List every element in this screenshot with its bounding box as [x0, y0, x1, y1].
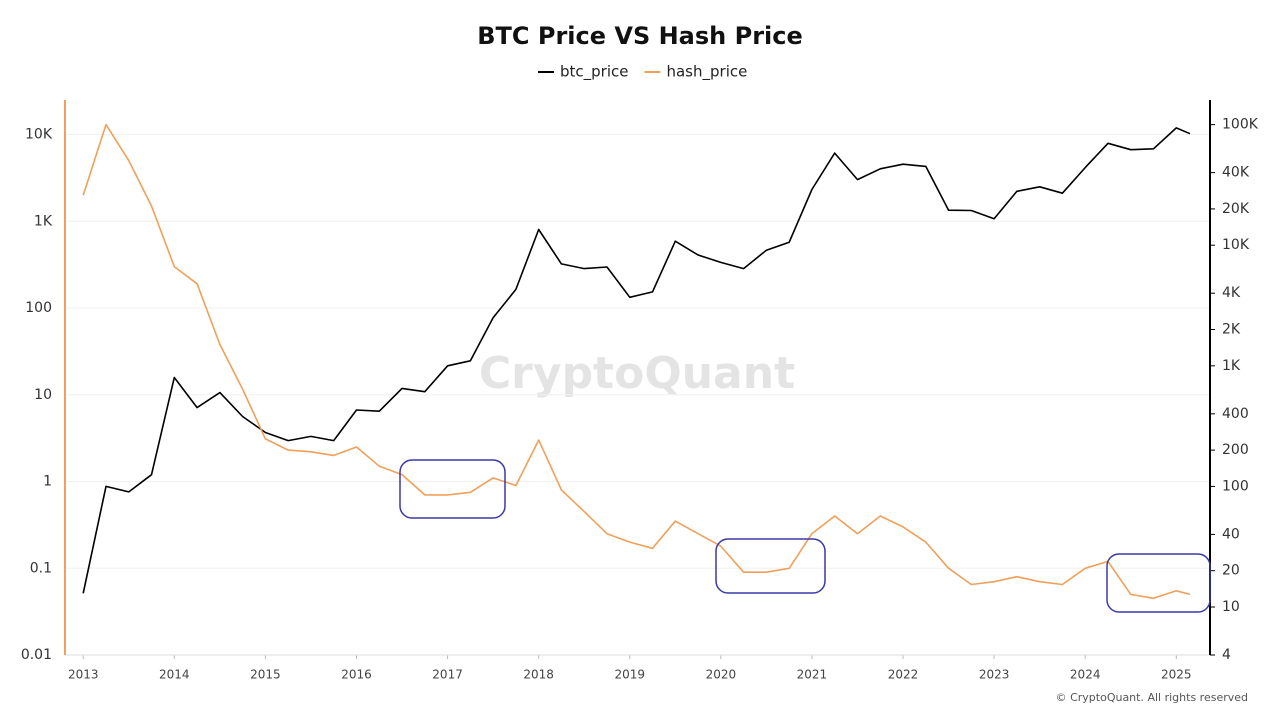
x-tick-label: 2014	[159, 668, 190, 682]
x-tick-label: 2016	[341, 668, 372, 682]
y-tick-label: 10K	[25, 127, 53, 143]
highlight-box	[715, 538, 826, 594]
highlight-boxes	[399, 459, 1211, 613]
y2-tick-label: 20K	[1222, 201, 1250, 217]
y2-tick-label: 10	[1222, 599, 1240, 615]
x-tick-label: 2025	[1161, 668, 1192, 682]
x-tick-label: 2020	[706, 668, 737, 682]
x-tick-label: 2023	[979, 668, 1010, 682]
x-tick-label: 2017	[432, 668, 463, 682]
legend-label: btc_price	[560, 63, 628, 82]
y2-tick-label: 400	[1222, 406, 1249, 422]
y2-tick-label: 40K	[1222, 165, 1250, 181]
x-tick-label: 2015	[250, 668, 281, 682]
y2-tick-label: 2K	[1222, 322, 1241, 338]
watermark: CryptoQuant	[479, 348, 795, 399]
x-tick-label: 2024	[1070, 668, 1101, 682]
footer: © CryptoQuant. All rights reserved	[1056, 691, 1248, 704]
y-tick-label: 10	[34, 387, 52, 403]
y2-tick-label: 40	[1222, 526, 1240, 542]
x-tick-label: 2018	[523, 668, 554, 682]
x-tick-label: 2022	[888, 668, 919, 682]
y-tick-label: 0.01	[21, 647, 52, 663]
y2-tick-label: 10K	[1222, 237, 1250, 253]
y-tick-label: 100	[25, 300, 52, 316]
series-line	[82, 127, 1191, 594]
y2-tick-label: 4K	[1222, 285, 1241, 301]
y-tick-label: 0.1	[30, 560, 52, 576]
highlight-box	[399, 459, 506, 519]
y2-tick-label: 4	[1222, 647, 1231, 663]
y2-tick-label: 100K	[1222, 117, 1259, 133]
y-tick-label: 1	[43, 474, 52, 490]
legend-label: hash_price	[666, 63, 747, 82]
y2-tick-label: 100	[1222, 478, 1249, 494]
y2-tick-label: 1K	[1222, 358, 1241, 374]
y-tick-label: 1K	[34, 213, 53, 229]
series-line	[82, 123, 1191, 600]
y2-tick-label: 20	[1222, 563, 1240, 579]
x-tick-label: 2021	[797, 668, 828, 682]
y2-tick-label: 200	[1222, 442, 1249, 458]
chart-title: BTC Price VS Hash Price	[477, 22, 803, 50]
x-tick-label: 2013	[68, 668, 99, 682]
highlight-box	[1106, 553, 1211, 613]
x-tick-label: 2019	[614, 668, 645, 682]
